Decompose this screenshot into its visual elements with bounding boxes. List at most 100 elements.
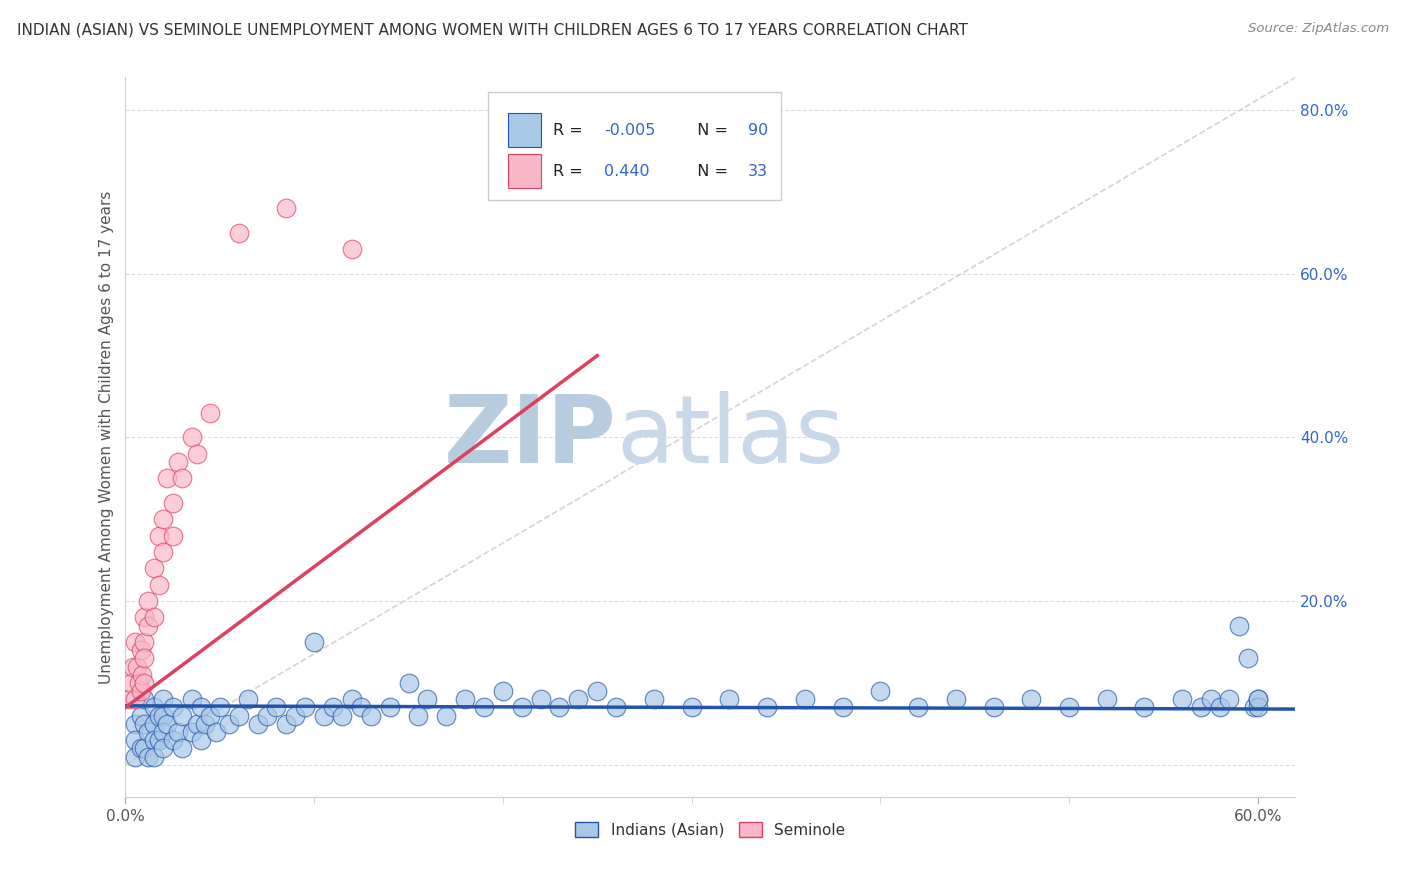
Indians (Asian) — [136, 725, 159, 739]
Text: -0.005: -0.005 — [605, 122, 655, 137]
Indians (Asian) — [194, 716, 217, 731]
Indians (Asian) — [180, 692, 202, 706]
Indians (Asian) — [134, 741, 156, 756]
Indians (Asian) — [350, 700, 373, 714]
Indians (Asian) — [831, 700, 853, 714]
Text: 0.440: 0.440 — [605, 163, 650, 178]
Indians (Asian) — [294, 700, 316, 714]
Text: 33: 33 — [748, 163, 768, 178]
Seminole — [131, 667, 153, 681]
Text: atlas: atlas — [617, 392, 845, 483]
Indians (Asian) — [472, 700, 495, 714]
Indians (Asian) — [136, 749, 159, 764]
Seminole — [136, 594, 159, 608]
Indians (Asian) — [274, 716, 297, 731]
Legend: Indians (Asian), Seminole: Indians (Asian), Seminole — [569, 815, 852, 844]
Seminole — [156, 471, 179, 485]
Indians (Asian) — [1218, 692, 1240, 706]
Indians (Asian) — [681, 700, 703, 714]
Indians (Asian) — [1237, 651, 1260, 665]
Seminole — [134, 651, 156, 665]
Indians (Asian) — [332, 708, 354, 723]
Indians (Asian) — [1247, 692, 1270, 706]
Text: N =: N = — [688, 163, 733, 178]
Indians (Asian) — [142, 700, 165, 714]
Indians (Asian) — [406, 708, 429, 723]
Indians (Asian) — [152, 741, 174, 756]
Indians (Asian) — [134, 716, 156, 731]
Seminole — [180, 430, 202, 444]
Seminole — [162, 496, 184, 510]
Indians (Asian) — [129, 708, 152, 723]
Indians (Asian) — [1057, 700, 1080, 714]
Indians (Asian) — [1189, 700, 1212, 714]
Indians (Asian) — [200, 708, 222, 723]
Indians (Asian) — [530, 692, 553, 706]
Indians (Asian) — [360, 708, 382, 723]
Indians (Asian) — [156, 716, 179, 731]
Indians (Asian) — [1247, 700, 1270, 714]
Seminole — [134, 676, 156, 690]
Indians (Asian) — [605, 700, 627, 714]
Indians (Asian) — [1199, 692, 1222, 706]
Seminole — [340, 242, 363, 256]
Indians (Asian) — [586, 684, 609, 698]
Seminole — [172, 471, 194, 485]
Indians (Asian) — [228, 708, 250, 723]
Indians (Asian) — [236, 692, 259, 706]
Indians (Asian) — [190, 700, 212, 714]
Text: ZIP: ZIP — [444, 392, 617, 483]
Seminole — [228, 226, 250, 240]
Indians (Asian) — [124, 733, 146, 747]
Seminole — [162, 528, 184, 542]
Indians (Asian) — [1019, 692, 1042, 706]
Seminole — [129, 684, 152, 698]
Seminole — [142, 610, 165, 624]
Seminole — [118, 692, 141, 706]
Indians (Asian) — [162, 700, 184, 714]
Seminole — [142, 561, 165, 575]
Y-axis label: Unemployment Among Women with Children Ages 6 to 17 years: Unemployment Among Women with Children A… — [100, 191, 114, 684]
Seminole — [148, 528, 170, 542]
Seminole — [136, 618, 159, 632]
Indians (Asian) — [907, 700, 929, 714]
Indians (Asian) — [162, 733, 184, 747]
Indians (Asian) — [152, 725, 174, 739]
Text: Source: ZipAtlas.com: Source: ZipAtlas.com — [1249, 22, 1389, 36]
Indians (Asian) — [1227, 618, 1250, 632]
Indians (Asian) — [134, 692, 156, 706]
Indians (Asian) — [510, 700, 533, 714]
Indians (Asian) — [284, 708, 307, 723]
Indians (Asian) — [186, 716, 208, 731]
Indians (Asian) — [416, 692, 439, 706]
Indians (Asian) — [643, 692, 665, 706]
Indians (Asian) — [208, 700, 231, 714]
Text: R =: R = — [553, 122, 588, 137]
Indians (Asian) — [492, 684, 515, 698]
Indians (Asian) — [945, 692, 967, 706]
Indians (Asian) — [983, 700, 1005, 714]
Seminole — [152, 545, 174, 559]
Indians (Asian) — [378, 700, 401, 714]
Seminole — [134, 610, 156, 624]
Indians (Asian) — [340, 692, 363, 706]
Seminole — [128, 676, 150, 690]
Indians (Asian) — [1247, 692, 1270, 706]
Indians (Asian) — [718, 692, 741, 706]
Indians (Asian) — [148, 708, 170, 723]
Seminole — [129, 643, 152, 657]
Text: N =: N = — [688, 122, 733, 137]
Text: R =: R = — [553, 163, 592, 178]
Indians (Asian) — [1095, 692, 1118, 706]
Bar — [508, 153, 541, 188]
Indians (Asian) — [190, 733, 212, 747]
Indians (Asian) — [756, 700, 779, 714]
Indians (Asian) — [172, 741, 194, 756]
Indians (Asian) — [312, 708, 335, 723]
Indians (Asian) — [124, 749, 146, 764]
Indians (Asian) — [1171, 692, 1194, 706]
Seminole — [186, 447, 208, 461]
Seminole — [274, 202, 297, 216]
Seminole — [200, 406, 222, 420]
Indians (Asian) — [124, 716, 146, 731]
